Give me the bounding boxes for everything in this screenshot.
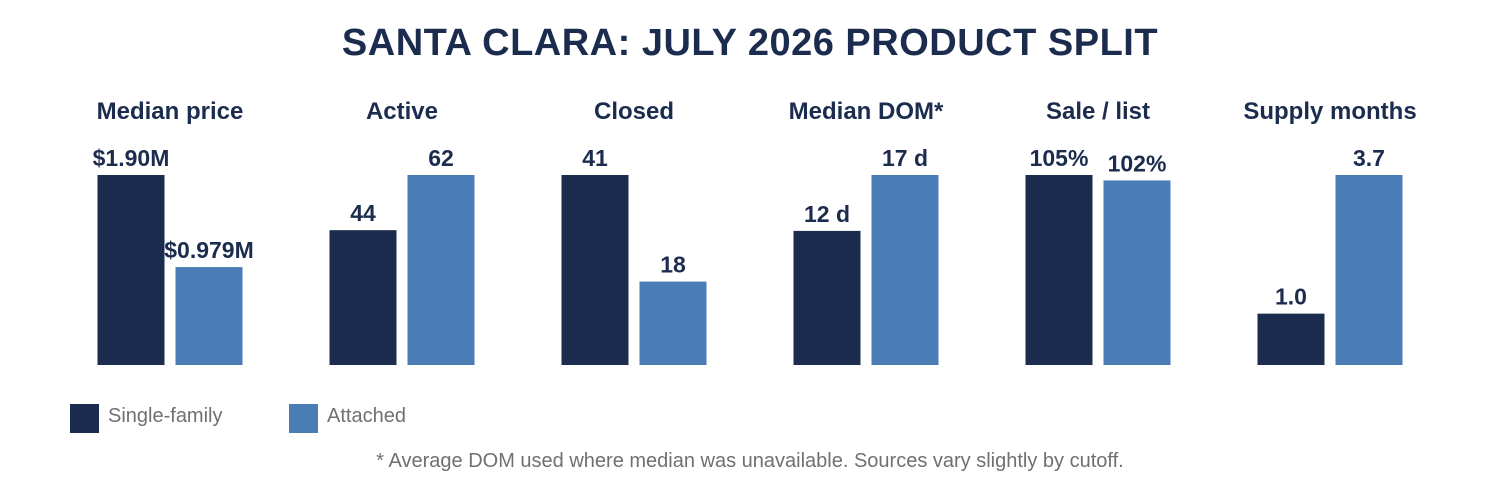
- legend-label-attached: Attached: [327, 405, 406, 427]
- data-label-supply-months-single-family: 1.0: [1275, 284, 1307, 310]
- data-label-sale-list-single-family: 105%: [1030, 145, 1089, 171]
- panel-title-sale-list: Sale / list: [1046, 98, 1150, 125]
- data-label-closed-single-family: 41: [582, 145, 608, 171]
- data-label-active-attached: 62: [428, 145, 454, 171]
- bar-supply-months-attached: [1335, 175, 1403, 365]
- bar-supply-months-single-family: [1257, 313, 1325, 365]
- panel-title-median-price: Median price: [97, 98, 244, 125]
- panel-title-supply-months: Supply months: [1243, 98, 1416, 125]
- data-label-median-price-attached: $0.979M: [164, 237, 254, 263]
- footnote: * Average DOM used where median was unav…: [376, 450, 1124, 472]
- panel-title-closed: Closed: [594, 98, 674, 125]
- bar-closed-attached: [639, 281, 707, 365]
- bar-sale-list-single-family: [1025, 175, 1093, 365]
- data-label-supply-months-attached: 3.7: [1353, 145, 1385, 171]
- data-label-median-price-single-family: $1.90M: [93, 145, 170, 171]
- data-label-closed-attached: 18: [660, 252, 686, 278]
- data-label-median-dom-attached: 17 d: [882, 145, 928, 171]
- data-label-sale-list-attached: 102%: [1108, 150, 1167, 176]
- bar-median-dom-attached: [871, 175, 939, 365]
- legend-swatch-attached: [289, 404, 318, 433]
- panel-title-median-dom: Median DOM*: [789, 98, 944, 125]
- bar-active-single-family: [329, 230, 397, 365]
- bar-median-price-attached: [175, 267, 243, 365]
- bar-chart-svg: Median price $1.90M $0.979M Active 44 62 Close…: [93, 98, 1417, 365]
- legend-label-single-family: Single-family: [108, 405, 223, 427]
- bar-active-attached: [407, 175, 475, 365]
- bar-closed-single-family: [561, 175, 629, 365]
- panel-title-active: Active: [366, 98, 438, 125]
- legend-swatch-single-family: [70, 404, 99, 433]
- bar-sale-list-attached: [1103, 180, 1171, 365]
- data-label-active-single-family: 44: [350, 200, 376, 226]
- data-label-median-dom-single-family: 12 d: [804, 201, 850, 227]
- chart-title: SANTA CLARA: JULY 2026 PRODUCT SPLIT: [341, 22, 1159, 64]
- bar-median-dom-single-family: [793, 230, 861, 365]
- bar-median-price-single-family: [97, 175, 165, 365]
